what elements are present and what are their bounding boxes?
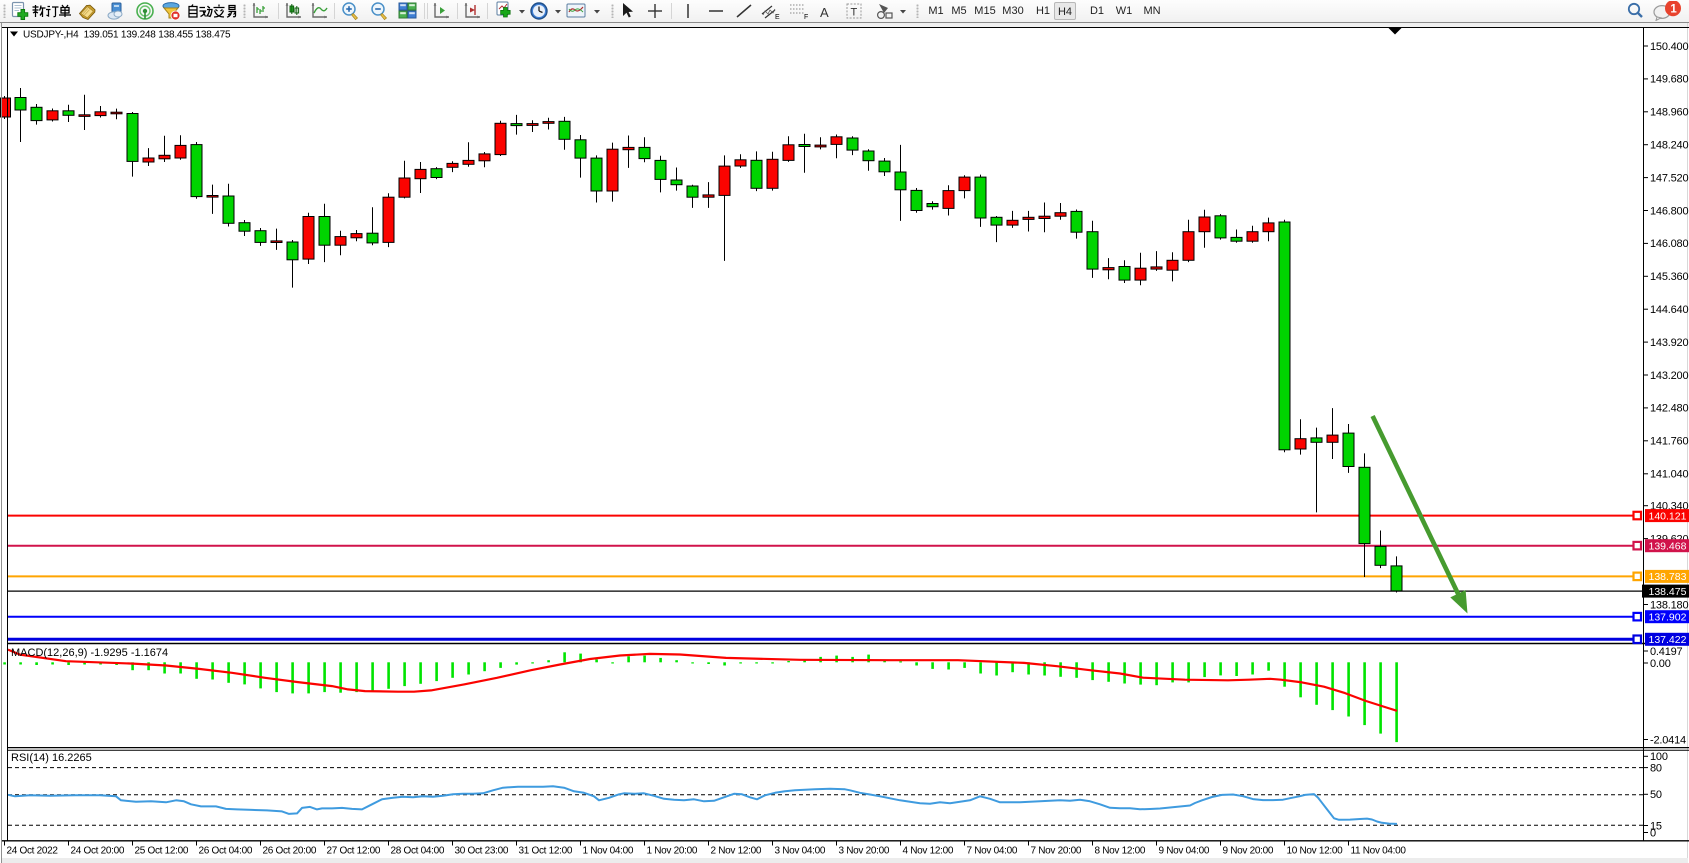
svg-text:30 Oct 23:00: 30 Oct 23:00 — [455, 846, 509, 857]
svg-text:1 Nov 20:00: 1 Nov 20:00 — [647, 846, 698, 857]
svg-text:2 Nov 12:00: 2 Nov 12:00 — [711, 846, 762, 857]
svg-text:9 Nov 20:00: 9 Nov 20:00 — [1223, 846, 1274, 857]
svg-text:0.4197: 0.4197 — [1650, 646, 1683, 658]
svg-text:141.760: 141.760 — [1650, 436, 1688, 448]
svg-text:26 Oct 04:00: 26 Oct 04:00 — [199, 846, 253, 857]
svg-text:28 Oct 04:00: 28 Oct 04:00 — [391, 846, 445, 857]
svg-text:7 Nov 20:00: 7 Nov 20:00 — [1031, 846, 1082, 857]
svg-text:10 Nov 12:00: 10 Nov 12:00 — [1287, 846, 1344, 857]
svg-text:7 Nov 04:00: 7 Nov 04:00 — [967, 846, 1018, 857]
svg-text:144.640: 144.640 — [1650, 304, 1688, 316]
svg-text:11 Nov 04:00: 11 Nov 04:00 — [1351, 846, 1407, 857]
svg-text:E: E — [775, 14, 780, 21]
svg-text:148.240: 148.240 — [1650, 140, 1688, 152]
svg-text:MACD(12,26,9) -1.9295 -1.1674: MACD(12,26,9) -1.9295 -1.1674 — [11, 647, 168, 659]
svg-text:USDJPY-,H4 139.051 139.248 13: USDJPY-,H4 139.051 139.248 138.455 138.4… — [23, 30, 231, 41]
svg-text:RSI(14) 16.2265: RSI(14) 16.2265 — [11, 752, 92, 764]
svg-text:26 Oct 20:00: 26 Oct 20:00 — [263, 846, 317, 857]
svg-text:24 Oct 20:00: 24 Oct 20:00 — [71, 846, 125, 857]
svg-text:27 Oct 12:00: 27 Oct 12:00 — [327, 846, 381, 857]
svg-text:80: 80 — [1650, 762, 1662, 774]
svg-text:50: 50 — [1650, 789, 1662, 801]
svg-text:25 Oct 12:00: 25 Oct 12:00 — [135, 846, 189, 857]
svg-text:3 Nov 20:00: 3 Nov 20:00 — [839, 846, 890, 857]
svg-text:138.783: 138.783 — [1649, 571, 1687, 583]
svg-text:T: T — [851, 7, 858, 19]
svg-text:3 Nov 04:00: 3 Nov 04:00 — [775, 846, 826, 857]
svg-text:137.902: 137.902 — [1649, 612, 1687, 624]
svg-text:8 Nov 12:00: 8 Nov 12:00 — [1095, 846, 1146, 857]
svg-text:143.200: 143.200 — [1650, 370, 1688, 382]
svg-text:-2.0414: -2.0414 — [1650, 734, 1686, 746]
svg-text:149.680: 149.680 — [1650, 74, 1688, 86]
svg-text:140.121: 140.121 — [1649, 510, 1687, 522]
svg-text:138.180: 138.180 — [1650, 599, 1688, 611]
svg-text:F: F — [804, 14, 808, 21]
svg-text:146.800: 146.800 — [1650, 205, 1688, 217]
svg-text:146.080: 146.080 — [1650, 238, 1688, 250]
svg-text:139.468: 139.468 — [1649, 541, 1687, 553]
svg-text:24 Oct 2022: 24 Oct 2022 — [7, 846, 59, 857]
svg-text:145.360: 145.360 — [1650, 271, 1688, 283]
svg-text:148.960: 148.960 — [1650, 107, 1688, 119]
svg-text:150.400: 150.400 — [1650, 41, 1688, 53]
svg-text:143.920: 143.920 — [1650, 337, 1688, 349]
svg-text:100: 100 — [1650, 751, 1668, 763]
svg-text:4 Nov 12:00: 4 Nov 12:00 — [903, 846, 954, 857]
svg-text:137.422: 137.422 — [1649, 634, 1687, 646]
svg-text:1: 1 — [1670, 3, 1677, 15]
svg-text:31 Oct 12:00: 31 Oct 12:00 — [519, 846, 573, 857]
svg-text:138.475: 138.475 — [1649, 586, 1687, 598]
svg-text:0: 0 — [1650, 827, 1656, 839]
svg-text:15: 15 — [1650, 820, 1662, 832]
svg-text:9 Nov 04:00: 9 Nov 04:00 — [1159, 846, 1210, 857]
svg-text:141.040: 141.040 — [1650, 469, 1688, 481]
svg-text:147.520: 147.520 — [1650, 172, 1688, 184]
svg-text:0.00: 0.00 — [1650, 658, 1671, 670]
svg-text:142.480: 142.480 — [1650, 403, 1688, 415]
svg-text:1 Nov 04:00: 1 Nov 04:00 — [583, 846, 634, 857]
